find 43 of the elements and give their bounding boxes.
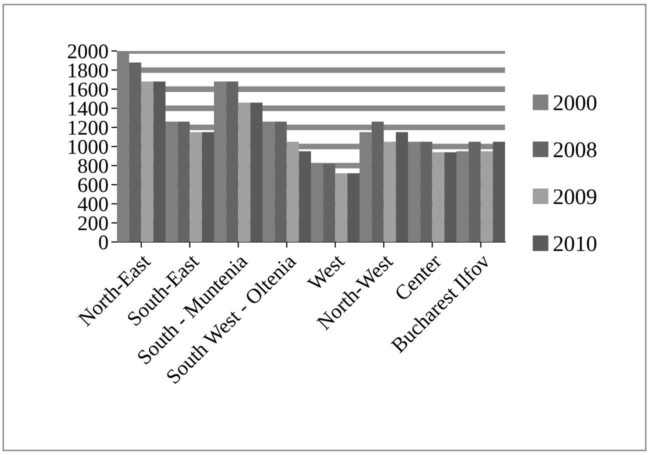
bar <box>335 173 348 242</box>
y-tick-label: 1400 <box>68 102 108 116</box>
bar <box>153 82 166 242</box>
legend-label: 2008 <box>554 142 596 158</box>
bar <box>468 142 481 242</box>
y-tick-label: 1200 <box>68 120 108 135</box>
y-tick-label: 1000 <box>68 140 108 154</box>
y-tick-label: 1800 <box>68 63 108 78</box>
legend-label: 2009 <box>554 189 596 204</box>
y-tick-label: 400 <box>78 197 108 212</box>
bar <box>190 132 202 242</box>
bar <box>347 173 360 242</box>
bar <box>420 142 432 242</box>
bar <box>384 142 396 242</box>
bar <box>298 151 311 242</box>
bar <box>372 122 384 242</box>
bar <box>408 142 420 242</box>
y-tick-label: 200 <box>78 216 108 230</box>
bar <box>456 151 469 242</box>
bar <box>323 164 336 242</box>
y-tick-label: 800 <box>78 158 108 174</box>
bar <box>444 152 456 242</box>
y-tick-label: 1600 <box>68 82 108 97</box>
legend-label: 2000 <box>554 95 596 110</box>
bar <box>262 122 275 242</box>
bar <box>202 132 214 242</box>
bar <box>226 82 238 242</box>
bar <box>250 102 262 242</box>
bar <box>432 152 444 242</box>
bar <box>238 102 250 242</box>
bar <box>396 132 408 242</box>
y-tick-label: 2000 <box>68 44 108 58</box>
bar <box>178 122 190 242</box>
bar <box>286 142 299 242</box>
y-tick-label: 600 <box>78 178 108 192</box>
legend-label: 2010 <box>554 236 596 252</box>
bar <box>129 62 142 242</box>
y-tick-label: 0 <box>99 235 108 250</box>
bar <box>166 122 178 242</box>
bar <box>141 82 154 242</box>
bar <box>274 122 287 242</box>
bar <box>492 142 505 242</box>
bar <box>480 151 493 242</box>
